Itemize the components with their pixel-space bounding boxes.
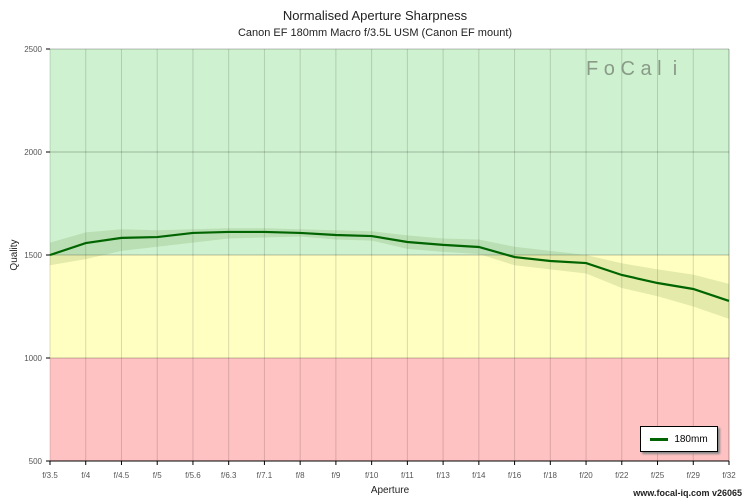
y-tick-label: 2000 [24, 148, 42, 157]
x-tick-label: f/3.5 [42, 471, 58, 480]
x-tick-label: f/8 [296, 471, 305, 480]
x-tick-label: f/14 [472, 471, 486, 480]
x-tick-label: f/7.1 [257, 471, 273, 480]
x-axis-label: Aperture [371, 485, 410, 496]
x-tick-label: f/16 [508, 471, 522, 480]
x-tick-label: f/32 [722, 471, 736, 480]
legend-swatch [650, 437, 669, 441]
chart-subtitle: Canon EF 180mm Macro f/3.5L USM (Canon E… [237, 27, 513, 39]
x-tick-label: f/11 [401, 471, 414, 480]
x-tick-label: f/5.6 [185, 471, 201, 480]
chart-title: Normalised Aperture Sharpness [282, 8, 468, 23]
x-tick-label: f/22 [615, 471, 629, 480]
x-tick-label: f/6.3 [221, 471, 237, 480]
y-tick-label: 2500 [24, 45, 42, 54]
x-tick-label: f/4 [81, 471, 90, 480]
confidence-band [50, 228, 729, 319]
x-tick-label: f/4.5 [114, 471, 130, 480]
x-tick-label: f/18 [544, 471, 558, 480]
y-tick-label: 1000 [24, 354, 42, 363]
x-tick-label: f/9 [331, 471, 340, 480]
quality-band [50, 358, 729, 461]
watermark: www.focal-iq.com v26065 [633, 488, 742, 498]
legend-label: 180mm [674, 433, 708, 445]
quality-band [50, 49, 729, 255]
y-tick-label: 1500 [24, 251, 42, 260]
x-tick-label: f/29 [687, 471, 701, 480]
x-tick-label: f/5 [153, 471, 162, 480]
x-tick-label: f/10 [365, 471, 379, 480]
x-tick-label: f/20 [579, 471, 593, 480]
x-tick-label: f/13 [436, 471, 450, 480]
focal-iq-logo: F o C a l i [586, 58, 678, 80]
legend: 180mm [640, 426, 718, 452]
series-line-180mm [49, 230, 730, 302]
y-tick-label: 500 [29, 457, 43, 466]
x-tick-label: f/25 [651, 471, 665, 480]
y-axis-label: Quality [9, 239, 20, 270]
